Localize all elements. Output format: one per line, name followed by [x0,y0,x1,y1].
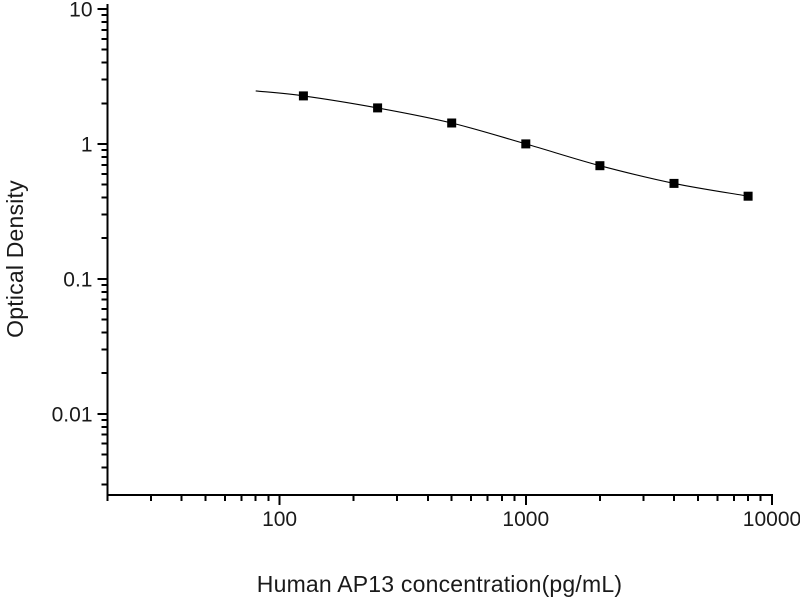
y-tick-label: 1 [81,133,93,156]
data-point-marker [298,91,308,101]
data-point-marker [373,103,383,113]
x-tick-label: 1000 [502,508,549,531]
x-axis-title: Human AP13 concentration(pg/mL) [256,571,623,597]
fit-curve-line [255,90,749,197]
data-point-marker [669,178,679,188]
y-tick-label: 0.01 [52,403,93,426]
y-tick-label: 10 [69,0,92,22]
x-tick-label: 10000 [743,508,800,531]
data-point-marker [595,161,605,171]
y-tick-label: 0.1 [63,268,92,291]
y-axis-title: Optical Density [2,180,28,338]
data-point-marker [447,118,457,128]
data-point-marker [743,191,753,201]
x-tick-label: 100 [262,508,297,531]
data-point-marker [521,139,531,149]
